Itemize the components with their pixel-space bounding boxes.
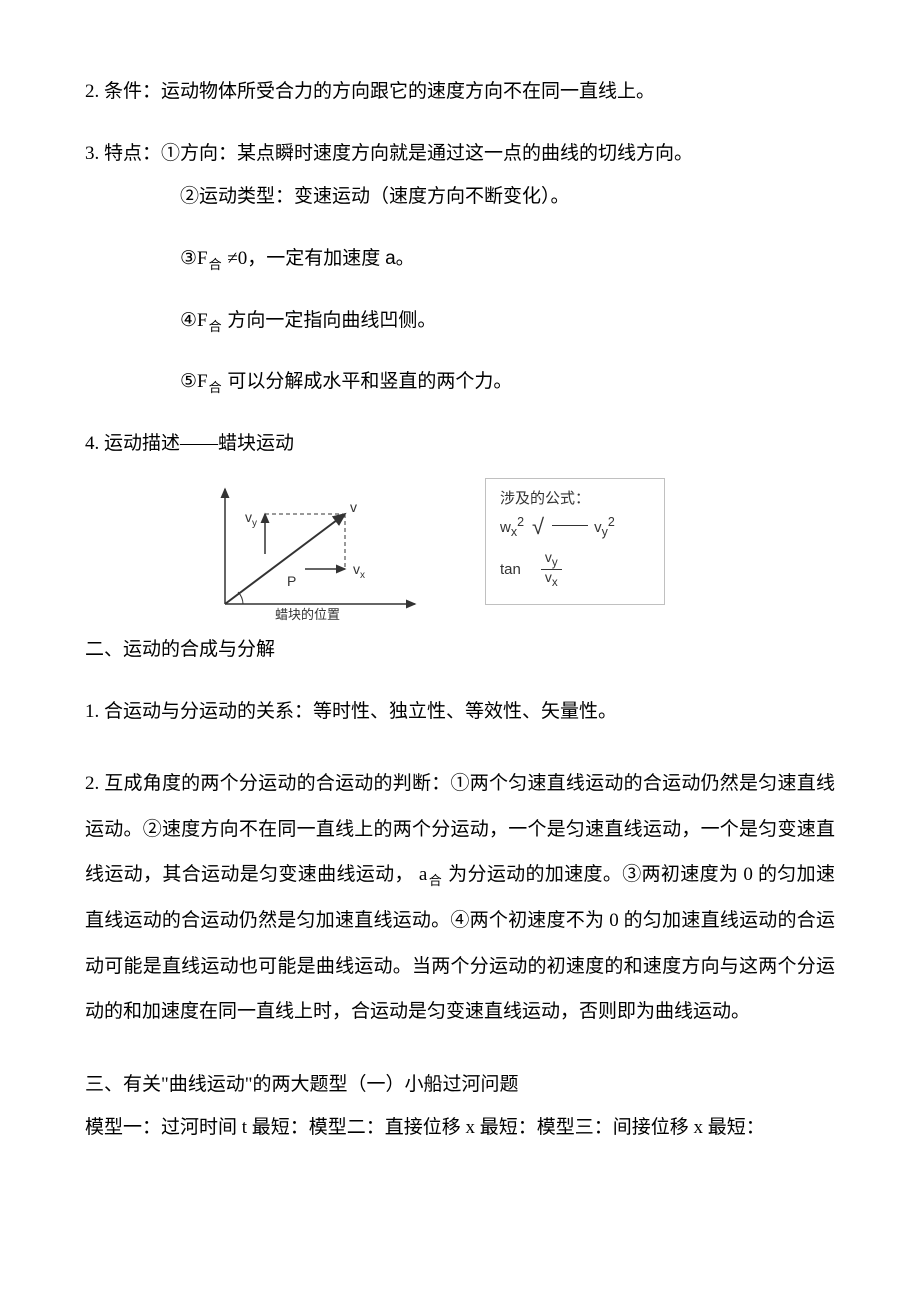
document-page: 2. 条件：运动物体所受合力的方向跟它的速度方向不在同一直线上。 3. 特点：①… — [0, 0, 920, 1210]
section-2-p1: 1. 合运动与分运动的关系：等时性、独立性、等效性、矢量性。 — [85, 690, 835, 734]
text: vy2 — [594, 515, 615, 539]
formula-title: 涉及的公式： — [500, 487, 650, 508]
text: 方向一定指向曲线凹侧。 — [223, 310, 437, 331]
text: ≠0，一定有加速度 — [223, 248, 385, 269]
section-2-title: 二、运动的合成与分解 — [85, 628, 835, 672]
section-3-title: 三、有关"曲线运动"的两大题型（一）小船过河问题 — [85, 1063, 835, 1107]
section-3-models: 模型一：过河时间 t 最短：模型二：直接位移 x 最短：模型三：间接位移 x 最… — [85, 1106, 835, 1150]
formula-box: 涉及的公式： wx2 √ vy2 tan vy vx — [485, 478, 665, 605]
label-vy-sub: y — [252, 518, 257, 529]
text: 可以分解成水平和竖直的两个力。 — [223, 371, 513, 392]
item-3-p5: ⑤F合 可以分解成水平和竖直的两个力。 — [85, 360, 835, 404]
subscript: 合 — [209, 380, 222, 395]
diagram-row: vy v vx P 蜡块的位置 涉及的公式： wx2 √ vy2 tan vy … — [205, 474, 835, 624]
label-vx-sub: x — [360, 570, 365, 581]
label-vy: v — [245, 509, 252, 525]
text: wx2 — [500, 515, 524, 539]
text: ③F — [180, 248, 208, 269]
item-4-title: 4. 运动描述——蜡块运动 — [85, 422, 835, 466]
svg-text:vx: vx — [353, 561, 365, 581]
label-vx: v — [353, 561, 360, 577]
formula-line-1: wx2 √ vy2 — [500, 514, 650, 540]
label-v: v — [350, 499, 357, 515]
label-pos: 蜡块的位置 — [275, 607, 340, 622]
text: 为分运动的加速度。③两初速度为 0 的匀加速直线运动的合运动仍然是匀加速直线运动… — [85, 864, 835, 1022]
svg-text:vy: vy — [245, 509, 257, 529]
text: a — [385, 248, 396, 269]
subscript: 合 — [428, 873, 442, 888]
subscript: 合 — [209, 257, 222, 272]
item-3-p2: ②运动类型：变速运动（速度方向不断变化）。 — [85, 175, 835, 219]
item-3-p3: ③F合 ≠0，一定有加速度 a。 — [85, 237, 835, 281]
text: 。 — [396, 248, 415, 269]
fraction: vy vx — [541, 550, 562, 590]
vector-diagram: vy v vx P 蜡块的位置 — [205, 474, 435, 624]
item-3-lead: 3. 特点：①方向：某点瞬时速度方向就是通过这一点的曲线的切线方向。 — [85, 132, 835, 176]
fn: tan — [500, 561, 521, 578]
formula-line-2: tan vy vx — [500, 550, 650, 590]
section-2-p2: 2. 互成角度的两个分运动的合运动的判断：①两个匀速直线运动的合运动仍然是匀速直… — [85, 761, 835, 1035]
label-p: P — [287, 573, 296, 589]
subscript: 合 — [209, 319, 222, 334]
text — [552, 525, 588, 528]
sqrt-icon: √ — [532, 514, 544, 540]
item-2: 2. 条件：运动物体所受合力的方向跟它的速度方向不在同一直线上。 — [85, 70, 835, 114]
text: ⑤F — [180, 371, 208, 392]
text: ④F — [180, 310, 208, 331]
item-3-p4: ④F合 方向一定指向曲线凹侧。 — [85, 299, 835, 343]
